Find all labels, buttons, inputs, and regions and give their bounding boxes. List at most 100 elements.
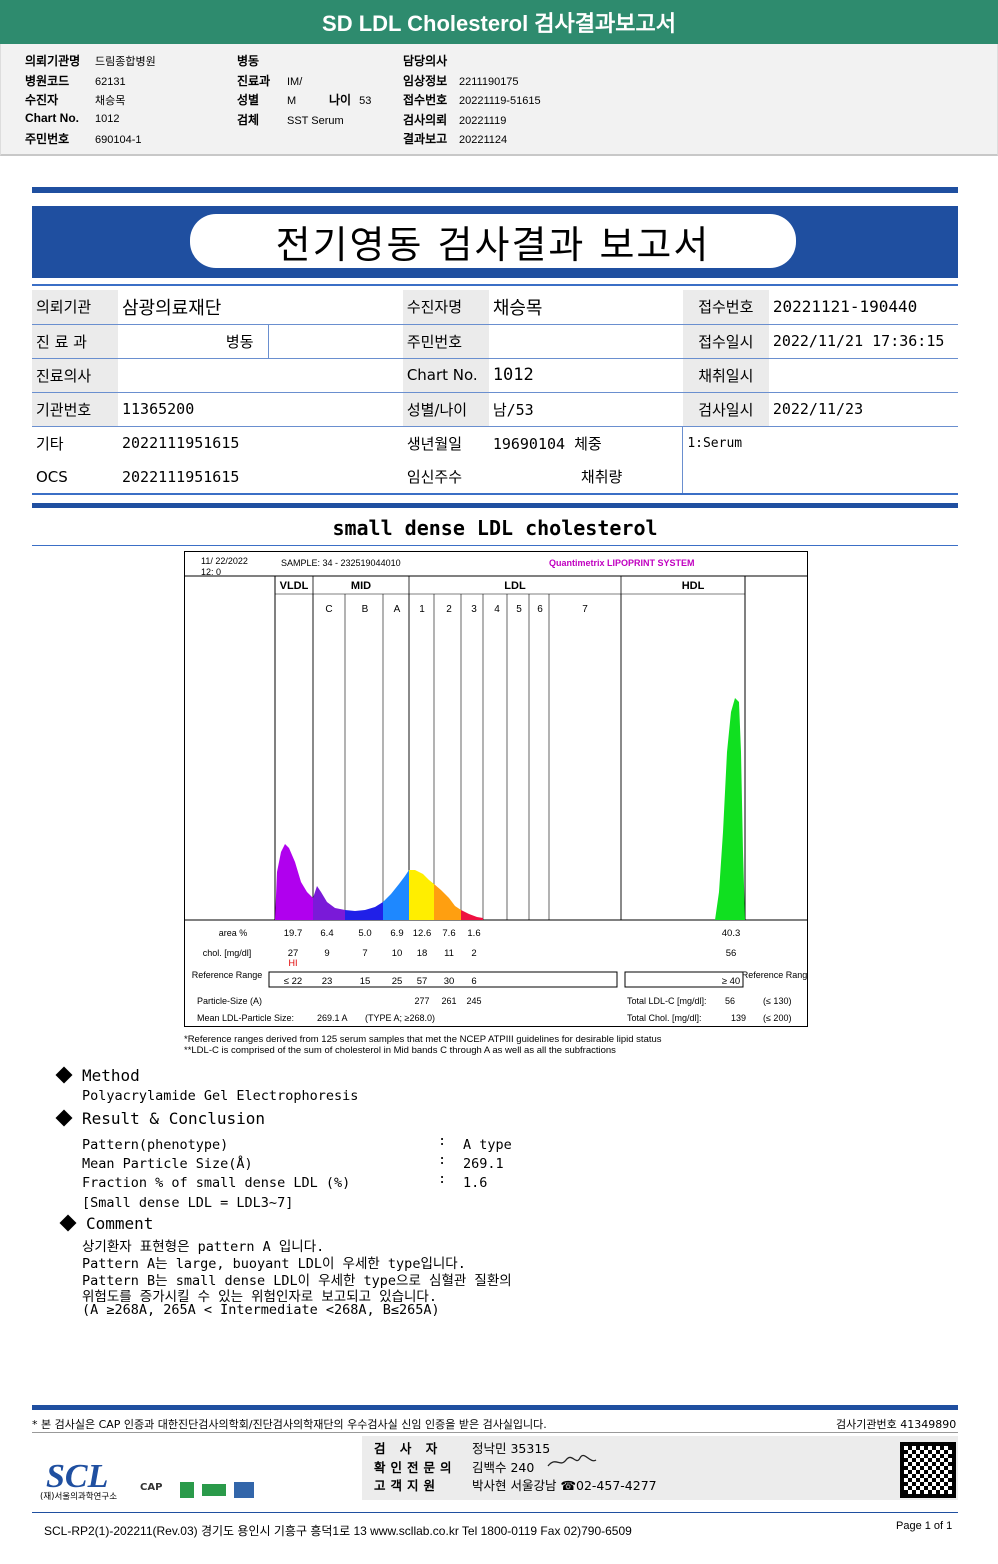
lab-name: (재)서울의과학연구소 [40, 1492, 118, 1502]
sexage-label: 성별/나이 [402, 392, 489, 426]
info-label: 결과보고 [403, 132, 448, 146]
colon: : [438, 1133, 447, 1149]
ref-value: 25 [392, 976, 403, 987]
age-row: 나이 53 [329, 91, 371, 108]
chol-value: 7 [362, 948, 367, 959]
info-label: 성별 [237, 93, 260, 107]
info-row: Chart No. 1012 [25, 111, 119, 125]
method-heading: Method [55, 1066, 140, 1085]
colon: : [438, 1171, 447, 1187]
cert-text: * 본 검사실은 CAP 인증과 대한진단검사의학회/진단검사의학재단의 우수검… [32, 1418, 547, 1431]
band-label: 2 [446, 604, 452, 615]
report-meta-table: 의뢰기관 삼광의료재단 수진자명 채승목 접수번호 20221121-19044… [32, 290, 958, 495]
info-row: 성별 M [237, 91, 296, 108]
chart-time: 12: 0 [201, 567, 221, 577]
chart-value: 1012 [492, 365, 534, 385]
info-value: 1012 [95, 112, 120, 125]
info-row: 진료과 IM/ [237, 72, 302, 89]
chol-value: 27 [288, 948, 299, 959]
info-label: 수진자 [25, 93, 59, 107]
area-value: 6.4 [320, 928, 333, 939]
cap-logo: CAP [140, 1482, 163, 1493]
address-text: SCL-RP2(1)-202211(Rev.03) 경기도 용인시 기흥구 흥덕… [44, 1524, 632, 1538]
vldl-area [275, 844, 313, 920]
area-value: 40.3 [722, 928, 741, 939]
address-rule [32, 1512, 958, 1513]
doctor-label: 진료의사 [32, 358, 118, 392]
total-ldl-value: 56 [725, 996, 735, 1006]
etc-value: 2022111951615 [122, 434, 240, 453]
colon: : [438, 1152, 447, 1168]
footnote-1: *Reference ranges derived from 125 serum… [184, 1034, 662, 1045]
comment-line: Pattern A는 large, buoyant LDL이 우세한 type입… [82, 1255, 466, 1272]
area-value: 12.6 [413, 928, 432, 939]
info-value: IM/ [287, 75, 303, 88]
info-label: Chart No. [25, 110, 79, 125]
age-value: 53 [359, 95, 372, 107]
dept-label: 진 료 과 [32, 324, 118, 358]
chol-value: 9 [324, 948, 329, 959]
ref-value: ≤ 22 [284, 976, 302, 987]
mean-size-type: (TYPE A; ≥268.0) [365, 1013, 435, 1023]
cert-logo-icon [180, 1482, 194, 1498]
info-row: 담당의사 [403, 52, 459, 69]
comment-line: 상기환자 표현형은 pattern A 입니다. [82, 1239, 325, 1255]
total-ldl-label: Total LDL-C [mg/dl]: [627, 996, 707, 1006]
chart-brand: Quantimetrix LIPOPRINT SYSTEM [549, 558, 695, 568]
band-label: 1 [419, 604, 425, 615]
info-row: 접수번호 20221119-51615 [403, 91, 541, 108]
info-row: 임상정보 2211190175 [403, 72, 519, 89]
info-label: 담당의사 [403, 54, 448, 68]
particle-size-label: Particle-Size (A) [197, 996, 262, 1006]
recv-time-label: 접수일시 [682, 324, 769, 358]
area-value: 7.6 [442, 928, 455, 939]
info-label: 진료과 [237, 73, 271, 88]
patient-info-panel: 의뢰기관명 드림종합병원 병원코드 62131 수진자 채승목 Chart No. 1012 주… [0, 44, 998, 156]
info-label: 병동 [237, 54, 260, 68]
test-date-value: 2022/11/23 [772, 400, 864, 418]
inst-value: 삼광의료재단 [122, 297, 222, 319]
page-number: Page 1 of 1 [896, 1520, 953, 1532]
ocs-value: 2022111951615 [122, 467, 240, 486]
recv-no-label: 접수번호 [682, 290, 769, 324]
patient-label: 수진자명 [402, 290, 489, 324]
mid-a-area [383, 870, 409, 920]
info-row: 결과보고 20221124 [403, 130, 507, 147]
result-value: 269.1 [463, 1156, 504, 1172]
mid-b-area [345, 902, 383, 920]
signature-icon [546, 1454, 598, 1470]
collect-label: 채취일시 [682, 358, 769, 392]
comment-line: 위험도를 증가시킬 수 있는 위험인자로 보고되고 있습니다. [82, 1289, 437, 1306]
dob-label: 생년월일 [402, 426, 489, 460]
hdl-area [715, 698, 745, 920]
age-label: 나이 [329, 93, 352, 107]
info-row: 수진자 채승목 [25, 91, 125, 108]
group-label: LDL [504, 580, 526, 592]
result-note: [Small dense LDL = LDL3~7] [82, 1195, 294, 1211]
total-ldl-ref: (≤ 130) [763, 996, 791, 1006]
lipoprint-chart: 11/ 22/2022 12: 0 SAMPLE: 34 - 23251904401… [184, 551, 812, 1027]
rrn-label: 주민번호 [402, 324, 489, 358]
footer-rule [32, 1432, 958, 1433]
staff-box [362, 1436, 958, 1500]
ref-value: 6 [471, 976, 476, 987]
chol-value: 10 [392, 948, 403, 959]
info-row: 병원코드 62131 [25, 72, 126, 89]
patient-value: 채승목 [492, 297, 543, 319]
area-value: 19.7 [284, 928, 303, 939]
staff-name: 김백수 240 [472, 1459, 535, 1475]
info-value: 62131 [95, 75, 126, 88]
total-chol-value: 139 [731, 1013, 746, 1023]
staff-name: 정낙민 35315 [472, 1441, 551, 1456]
staff-name: 박사현 서울강남 ☎02-457-4277 [472, 1478, 657, 1493]
bullet-icon [59, 1214, 77, 1232]
info-row: 주민번호 690104-1 [25, 130, 142, 147]
info-label: 임상정보 [403, 73, 448, 88]
inst-no-text: 검사기관번호 41349890 [836, 1418, 957, 1431]
report-title: 전기영동 검사결과 보고서 [190, 214, 796, 268]
inst-no-value: 11365200 [122, 400, 195, 418]
ref-box-left [268, 971, 618, 988]
total-chol-ref: (≤ 200) [763, 1013, 791, 1023]
info-label: 주민번호 [25, 132, 70, 146]
chart-label: Chart No. [402, 358, 489, 392]
